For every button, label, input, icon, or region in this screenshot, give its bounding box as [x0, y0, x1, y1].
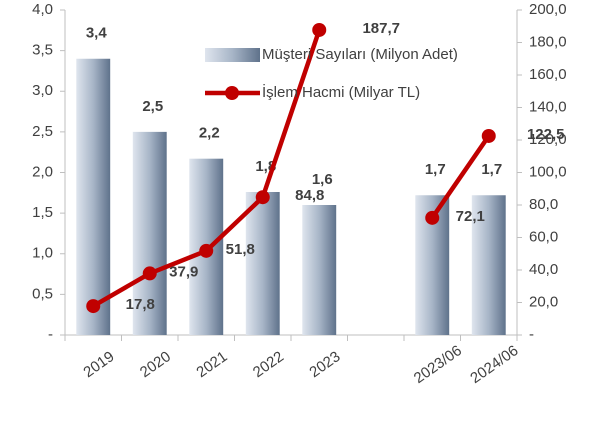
line-value-label: 17,8 [126, 296, 155, 313]
line-value-label: 51,8 [226, 241, 255, 258]
y2-tick-label: 60,0 [529, 228, 558, 245]
x-tick-label: 2023/06 [411, 342, 465, 387]
bar [76, 58, 111, 335]
y-tick-label: 3,5 [32, 42, 53, 59]
x-tick-label: 2024/06 [467, 342, 521, 387]
legend-label: İşlem Hacmi (Milyar TL) [262, 83, 420, 101]
y2-tick-label: 180,0 [529, 33, 567, 50]
x-tick-label: 2020 [137, 348, 174, 381]
y-tick-label: 1,0 [32, 245, 53, 262]
line-marker [142, 266, 157, 281]
x-tick-label: 2023 [306, 348, 343, 381]
bar [132, 131, 167, 335]
line-marker [199, 243, 214, 258]
legend-marker [225, 86, 239, 100]
legend-label: Müşteri Sayıları (Milyon Adet) [262, 46, 458, 63]
bar [245, 192, 280, 335]
bar [471, 195, 506, 335]
x-tick-label: 2019 [80, 348, 117, 381]
y-tick-label: 0,5 [32, 285, 53, 302]
y2-tick-label: 200,0 [529, 1, 567, 18]
y2-tick-label: 80,0 [529, 196, 558, 213]
line-marker [425, 210, 440, 225]
x-tick-label: 2021 [193, 348, 230, 381]
bar-value-label: 3,4 [86, 25, 108, 42]
x-tick-label: 2022 [250, 348, 287, 381]
bar [302, 205, 337, 335]
y-tick-label: 4,0 [32, 1, 53, 18]
y-tick-label: 2,0 [32, 163, 53, 180]
y2-tick-label: 120,0 [529, 131, 567, 148]
y2-tick-label: 20,0 [529, 293, 558, 310]
y2-tick-label: 40,0 [529, 261, 558, 278]
y-tick-label: 3,0 [32, 82, 53, 99]
legend-swatch [205, 48, 260, 62]
y2-tick-label: - [529, 326, 534, 343]
y-tick-label: - [48, 326, 53, 343]
line-value-label: 122,5 [527, 126, 565, 143]
line-value-label: 84,8 [295, 187, 324, 204]
line-marker [481, 128, 496, 143]
bar-value-label: 2,5 [142, 98, 163, 115]
y2-tick-label: 100,0 [529, 163, 567, 180]
y-tick-label: 1,5 [32, 204, 53, 221]
bar-value-label: 2,2 [199, 125, 220, 142]
line-marker [86, 299, 101, 314]
y-tick-label: 2,5 [32, 123, 53, 140]
line-marker [255, 190, 270, 205]
y2-tick-label: 160,0 [529, 66, 567, 83]
bar-value-label: 1,7 [481, 161, 502, 178]
line-value-label: 187,7 [362, 20, 400, 37]
bar-value-label: 1,6 [312, 171, 333, 188]
line-value-label: 37,9 [169, 263, 198, 280]
y2-tick-label: 140,0 [529, 98, 567, 115]
bar-value-label: 1,7 [425, 161, 446, 178]
line-marker [312, 22, 327, 37]
line-value-label: 72,1 [456, 208, 485, 225]
